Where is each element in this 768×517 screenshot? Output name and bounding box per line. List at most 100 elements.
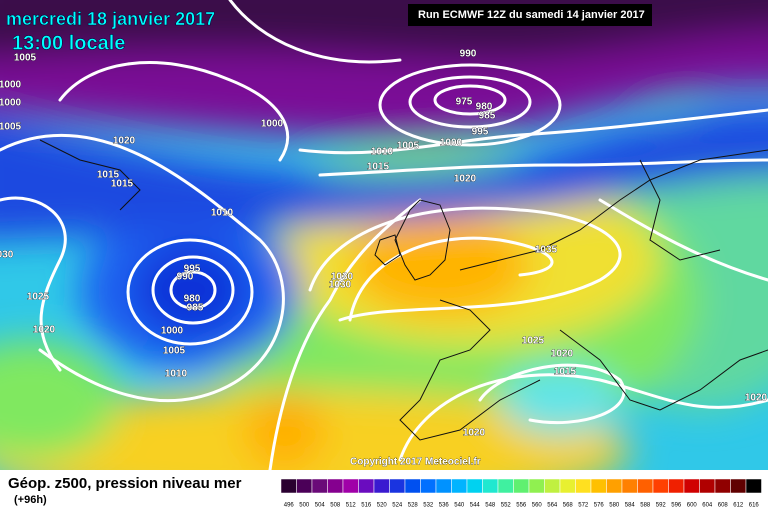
scale-swatch xyxy=(668,478,685,494)
scale-swatch xyxy=(590,478,607,494)
scale-label: 516 xyxy=(361,503,372,509)
isobar-label: 1015 xyxy=(367,162,390,173)
isobar-label: 1000 xyxy=(440,138,463,149)
scale-swatch xyxy=(451,478,468,494)
scale-swatch xyxy=(482,478,499,494)
scale-label: 500 xyxy=(299,503,310,509)
isobar-label: 980 xyxy=(476,102,493,113)
isobar-label: 1010 xyxy=(165,369,188,380)
isobar-label: 1000 xyxy=(0,80,22,91)
scale-swatch xyxy=(420,478,437,494)
scale-swatch xyxy=(296,478,313,494)
scale-swatch xyxy=(621,478,638,494)
isobar-label: 1030 xyxy=(331,272,354,283)
scale-swatch xyxy=(373,478,390,494)
scale-label: 612 xyxy=(733,503,744,509)
scale-label: 540 xyxy=(454,503,465,509)
isobar-labels: 1005100010001005102010151015101003010251… xyxy=(0,48,768,439)
scale-label: 552 xyxy=(501,503,512,509)
map-title: Géop. z500, pression niveau mer xyxy=(8,475,242,492)
isobar-label: 985 xyxy=(479,111,496,122)
copyright: Copyright 2017 Meteociel.fr xyxy=(350,457,481,468)
scale-label: 592 xyxy=(656,503,667,509)
isobar-label: 1005 xyxy=(14,53,37,64)
scale-label: 532 xyxy=(423,503,434,509)
isobar-label: 1025 xyxy=(27,292,50,303)
scale-label: 580 xyxy=(609,503,620,509)
scale-swatch xyxy=(435,478,452,494)
isobar-label: 1020 xyxy=(551,349,574,360)
scale-swatch xyxy=(342,478,359,494)
scale-label: 504 xyxy=(315,503,326,509)
isobar-label: 1015 xyxy=(554,367,577,378)
lead-time: (+96h) xyxy=(14,494,47,506)
forecast-time: 13:00 locale xyxy=(12,32,125,54)
scale-swatch xyxy=(606,478,623,494)
isobar-label: 1015 xyxy=(97,170,120,181)
scale-label: 568 xyxy=(563,503,574,509)
isobar-label: 1000 xyxy=(161,326,184,337)
scale-label: 496 xyxy=(284,503,295,509)
scale-label: 528 xyxy=(408,503,419,509)
isobar-label: 1005 xyxy=(0,122,22,133)
isobar-label: 1005 xyxy=(163,346,186,357)
scale-swatch xyxy=(513,478,530,494)
scale-swatch xyxy=(544,478,561,494)
scale-label: 604 xyxy=(702,503,713,509)
isobar-label: 1015 xyxy=(111,179,134,190)
coastlines xyxy=(39,139,768,441)
scale-label: 508 xyxy=(330,503,341,509)
scale-label: 572 xyxy=(578,503,589,509)
isobar-label: 1010 xyxy=(211,208,234,219)
isobar-label: 990 xyxy=(177,272,194,283)
scale-label: 548 xyxy=(485,503,496,509)
isobars xyxy=(0,0,768,470)
scale-swatch xyxy=(280,478,297,494)
isobar-label: 985 xyxy=(187,303,204,314)
isobar-label: 1005 xyxy=(397,141,420,152)
scale-label: 600 xyxy=(687,503,698,509)
isobar-label: 1020 xyxy=(463,428,486,439)
isobar-label: 1030 xyxy=(329,280,352,291)
scale-swatch xyxy=(311,478,328,494)
scale-swatch xyxy=(466,478,483,494)
isobar-label: 990 xyxy=(460,49,477,60)
scale-label: 524 xyxy=(392,503,403,509)
scale-label: 564 xyxy=(547,503,558,509)
scale-swatch xyxy=(528,478,545,494)
scale-swatch xyxy=(497,478,514,494)
color-scale: 496 500 504 508 512 516 520 524 528 532 536 540 544 5… xyxy=(280,478,762,509)
scale-label: 512 xyxy=(346,503,357,509)
isobar-label: 1000 xyxy=(261,119,284,130)
scale-label: 608 xyxy=(718,503,729,509)
isobar-label: 1020 xyxy=(454,174,477,185)
isobar-label: 980 xyxy=(184,294,201,305)
scale-swatch xyxy=(699,478,716,494)
isobar-label: 1035 xyxy=(535,245,558,256)
scale-label: 536 xyxy=(439,503,450,509)
isobar-label: 030 xyxy=(0,250,14,261)
scale-label: 596 xyxy=(671,503,682,509)
scale-swatch xyxy=(683,478,700,494)
scale-swatch xyxy=(637,478,654,494)
scale-swatch xyxy=(389,478,406,494)
scale-label: 560 xyxy=(532,503,543,509)
isobar-label: 1020 xyxy=(113,136,136,147)
isobar-label: 995 xyxy=(184,264,201,275)
scale-swatch xyxy=(327,478,344,494)
isobar-label: 1020 xyxy=(745,393,768,404)
scale-swatch xyxy=(404,478,421,494)
scale-swatch xyxy=(714,478,731,494)
scale-label: 616 xyxy=(749,503,760,509)
scale-swatch xyxy=(730,478,747,494)
isobar-label: 1020 xyxy=(33,325,56,336)
scale-swatch xyxy=(358,478,375,494)
isobar-label: 1010 xyxy=(371,147,394,158)
scale-label: 544 xyxy=(470,503,481,509)
isobar-label: 1025 xyxy=(522,336,545,347)
scale-swatch xyxy=(745,478,762,494)
isobar-label: 975 xyxy=(456,97,473,108)
isobar-label: 995 xyxy=(472,127,489,138)
scale-label: 576 xyxy=(594,503,605,509)
